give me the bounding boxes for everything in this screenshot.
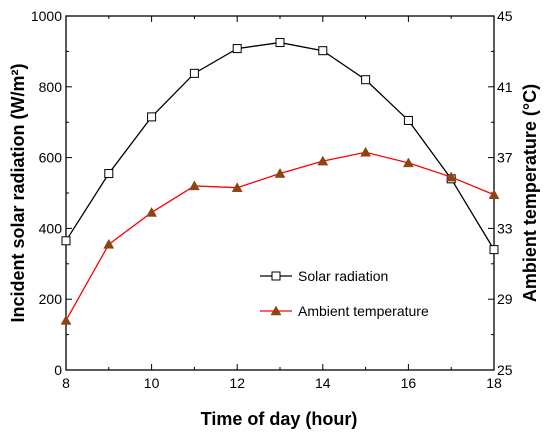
left-tick-label: 0 [54,362,62,378]
x-axis-title: Time of day (hour) [201,409,358,429]
left-tick-label: 1000 [31,8,62,24]
solar-radiation-line [65,41,495,250]
solar-radiation-point [104,169,114,179]
solar-radiation-point [275,38,285,48]
x-tick-label: 8 [62,375,70,391]
ambient-temperature-point [146,206,158,217]
ambient-temperature-point [445,171,457,182]
legend-marker-solar [271,271,281,281]
ambient-temperature-point [402,157,414,168]
right-tick-label: 25 [497,362,513,378]
solar-radiation-point [232,44,242,54]
ambient-temperature-point [488,189,500,200]
x-tick-label: 12 [229,375,245,391]
legend-marker-temperature [270,305,282,316]
right-tick-label: 29 [497,291,513,307]
left-tick-label: 800 [39,79,63,95]
ambient-temperature-point [360,146,372,157]
solar-radiation-point [189,68,199,78]
right-tick-label: 41 [497,79,513,95]
solar-radiation-point [318,46,328,56]
x-tick-label: 16 [401,375,417,391]
left-tick-label: 200 [39,291,63,307]
left-tick-label: 600 [39,150,63,166]
right-axis-title: Ambient temperature (°C) [520,84,540,302]
ambient-temperature-point [60,314,72,325]
left-tick-label: 400 [39,220,63,236]
solar-radiation-point [403,115,413,125]
ambient-temperature-point [231,182,243,192]
solar-radiation-point [489,245,499,255]
right-tick-label: 37 [497,150,513,166]
x-tick-label: 14 [315,375,331,391]
plot-frame [65,15,495,371]
ambient-temperature-point [103,238,115,249]
ambient-temperature-point [188,180,200,191]
legend: Solar radiation Ambient temperature [260,268,429,319]
legend-label-temperature: Ambient temperature [298,303,429,319]
solar-radiation-point [361,75,371,85]
right-tick-label: 45 [497,8,513,24]
x-tick-label: 18 [486,375,502,391]
solar-radiation-point [147,112,157,122]
ambient-temperature-point [317,155,329,166]
left-axis-title: Incident solar radiation (W/m²) [8,63,28,322]
legend-label-solar: Solar radiation [298,268,388,284]
solar-radiation-point [61,236,71,246]
right-tick-label: 33 [497,220,513,236]
ambient-temperature-point [274,168,286,178]
x-tick-label: 10 [144,375,160,391]
